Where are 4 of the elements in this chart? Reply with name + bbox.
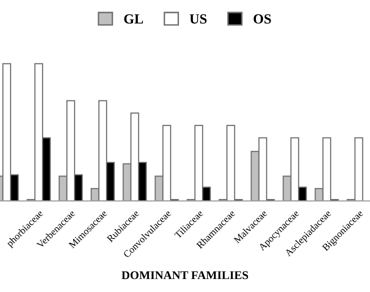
legend-label: GL: [124, 14, 143, 24]
legend-label: OS: [254, 14, 271, 24]
legend-label: US: [190, 14, 207, 24]
x-axis-title: DOMINANT FAMILIES: [122, 271, 248, 280]
